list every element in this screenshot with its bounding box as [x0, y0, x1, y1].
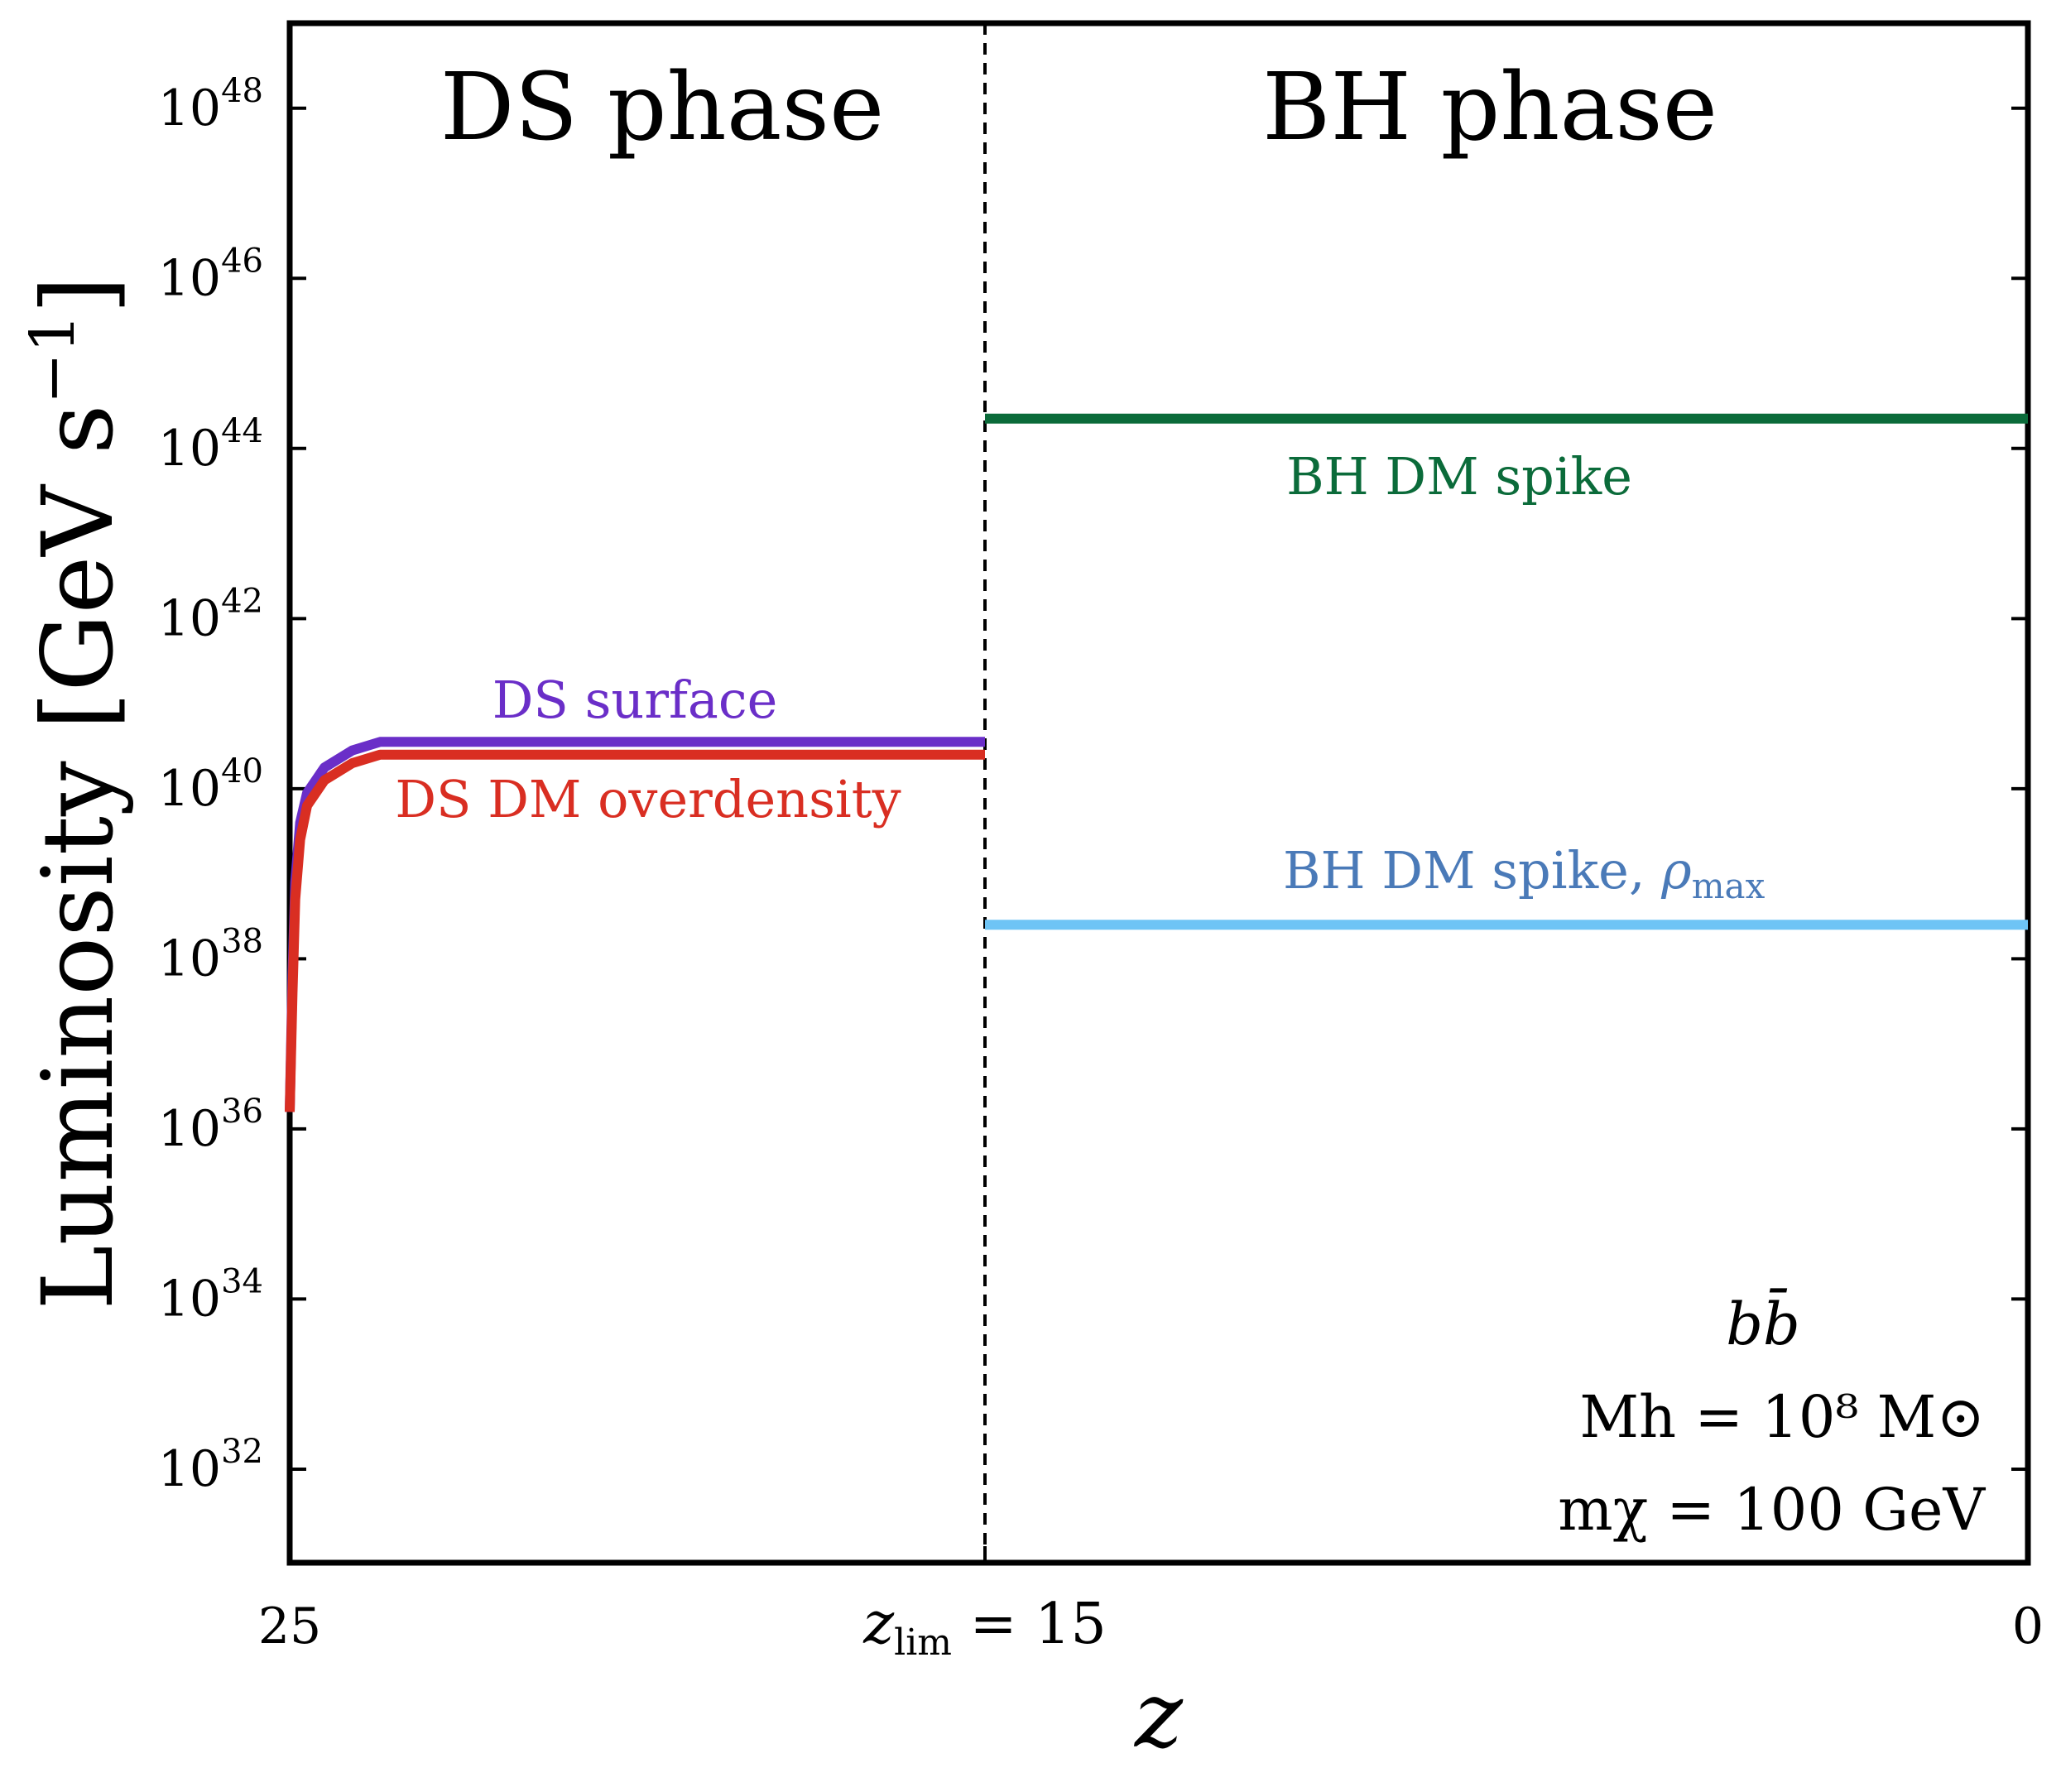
x-axis-label: z — [1133, 1662, 1184, 1768]
y-axis-label-close: ] — [21, 276, 135, 314]
ds-phase-label: DS phase — [440, 54, 884, 161]
series-layer — [285, 413, 2028, 1112]
y-tick-base: 10 — [158, 1100, 221, 1158]
y-tick-label: 1036 — [158, 1093, 263, 1158]
x-tick-label: 0 — [2012, 1597, 2044, 1655]
bh-spike-rho-symbol: ρ — [1660, 840, 1691, 901]
y-tick-label: 1034 — [158, 1262, 263, 1328]
y-tick-exponent: 34 — [221, 1262, 263, 1300]
y-tick-label: 1048 — [158, 72, 263, 137]
info-halo-mass: Mh = 10⁸ M⊙ — [1579, 1383, 1985, 1451]
y-tick-label: 1040 — [158, 752, 263, 818]
x-tick-symbol: z — [862, 1589, 895, 1657]
y-tick-label: 1042 — [158, 582, 263, 647]
y-tick-base: 10 — [158, 930, 221, 987]
y-tick-label: 1038 — [158, 922, 263, 987]
x-tick-rest: = 15 — [952, 1592, 1107, 1657]
info-channel: bb̄ — [1726, 1288, 1800, 1358]
y-tick-exponent: 44 — [221, 412, 263, 450]
x-tick-label: 25 — [258, 1597, 321, 1655]
y-tick-base: 10 — [158, 589, 221, 647]
bh-spike-label: BH DM spike — [1286, 446, 1632, 507]
y-tick-exponent: 36 — [221, 1093, 263, 1131]
y-tick-exponent: 48 — [221, 72, 263, 110]
info-dm-mass: mχ = 100 GeV — [1558, 1476, 1986, 1544]
bh-spike-rho-prefix: BH DM spike, — [1283, 840, 1661, 901]
y-axis-label-main: Luminosity [GeV s — [21, 404, 135, 1309]
y-tick-exponent: 42 — [221, 582, 263, 620]
y-tick-base: 10 — [158, 420, 221, 478]
y-tick-base: 10 — [158, 760, 221, 818]
bh-spike-rho-subscript: max — [1692, 866, 1766, 906]
info-box: bb̄ Mh = 10⁸ M⊙ mχ = 100 GeV — [1558, 1288, 1986, 1544]
x-tick-subscript: lim — [894, 1621, 952, 1664]
y-tick-exponent: 40 — [221, 752, 263, 790]
y-tick-label: 1044 — [158, 412, 263, 478]
y-tick-label: 1046 — [158, 242, 263, 307]
bh-spike-rho-label: BH DM spike, ρmax — [1283, 840, 1766, 906]
x-axis-ticks: 25 zlim = 15 0 — [258, 1546, 2044, 1664]
y-tick-label: 1032 — [158, 1433, 263, 1498]
x-tick-label: zlim = 15 — [862, 1589, 1107, 1664]
y-tick-exponent: 32 — [221, 1433, 263, 1471]
y-tick-base: 10 — [158, 79, 221, 137]
y-axis-label-exponent: −1 — [17, 314, 89, 404]
y-axis-label: Luminosity [GeV s−1] — [17, 276, 135, 1309]
y-tick-exponent: 46 — [221, 242, 263, 280]
ds-overdensity-label: DS DM overdensity — [395, 769, 901, 829]
y-tick-base: 10 — [158, 1440, 221, 1498]
ds-surface-label: DS surface — [492, 670, 778, 730]
y-tick-base: 10 — [158, 249, 221, 307]
plot-frame — [286, 20, 2031, 1566]
y-tick-exponent: 38 — [221, 922, 263, 960]
bh-phase-label: BH phase — [1262, 54, 1718, 161]
y-tick-base: 10 — [158, 1270, 221, 1328]
series-line-ds-dm-overdensity — [285, 749, 985, 1112]
